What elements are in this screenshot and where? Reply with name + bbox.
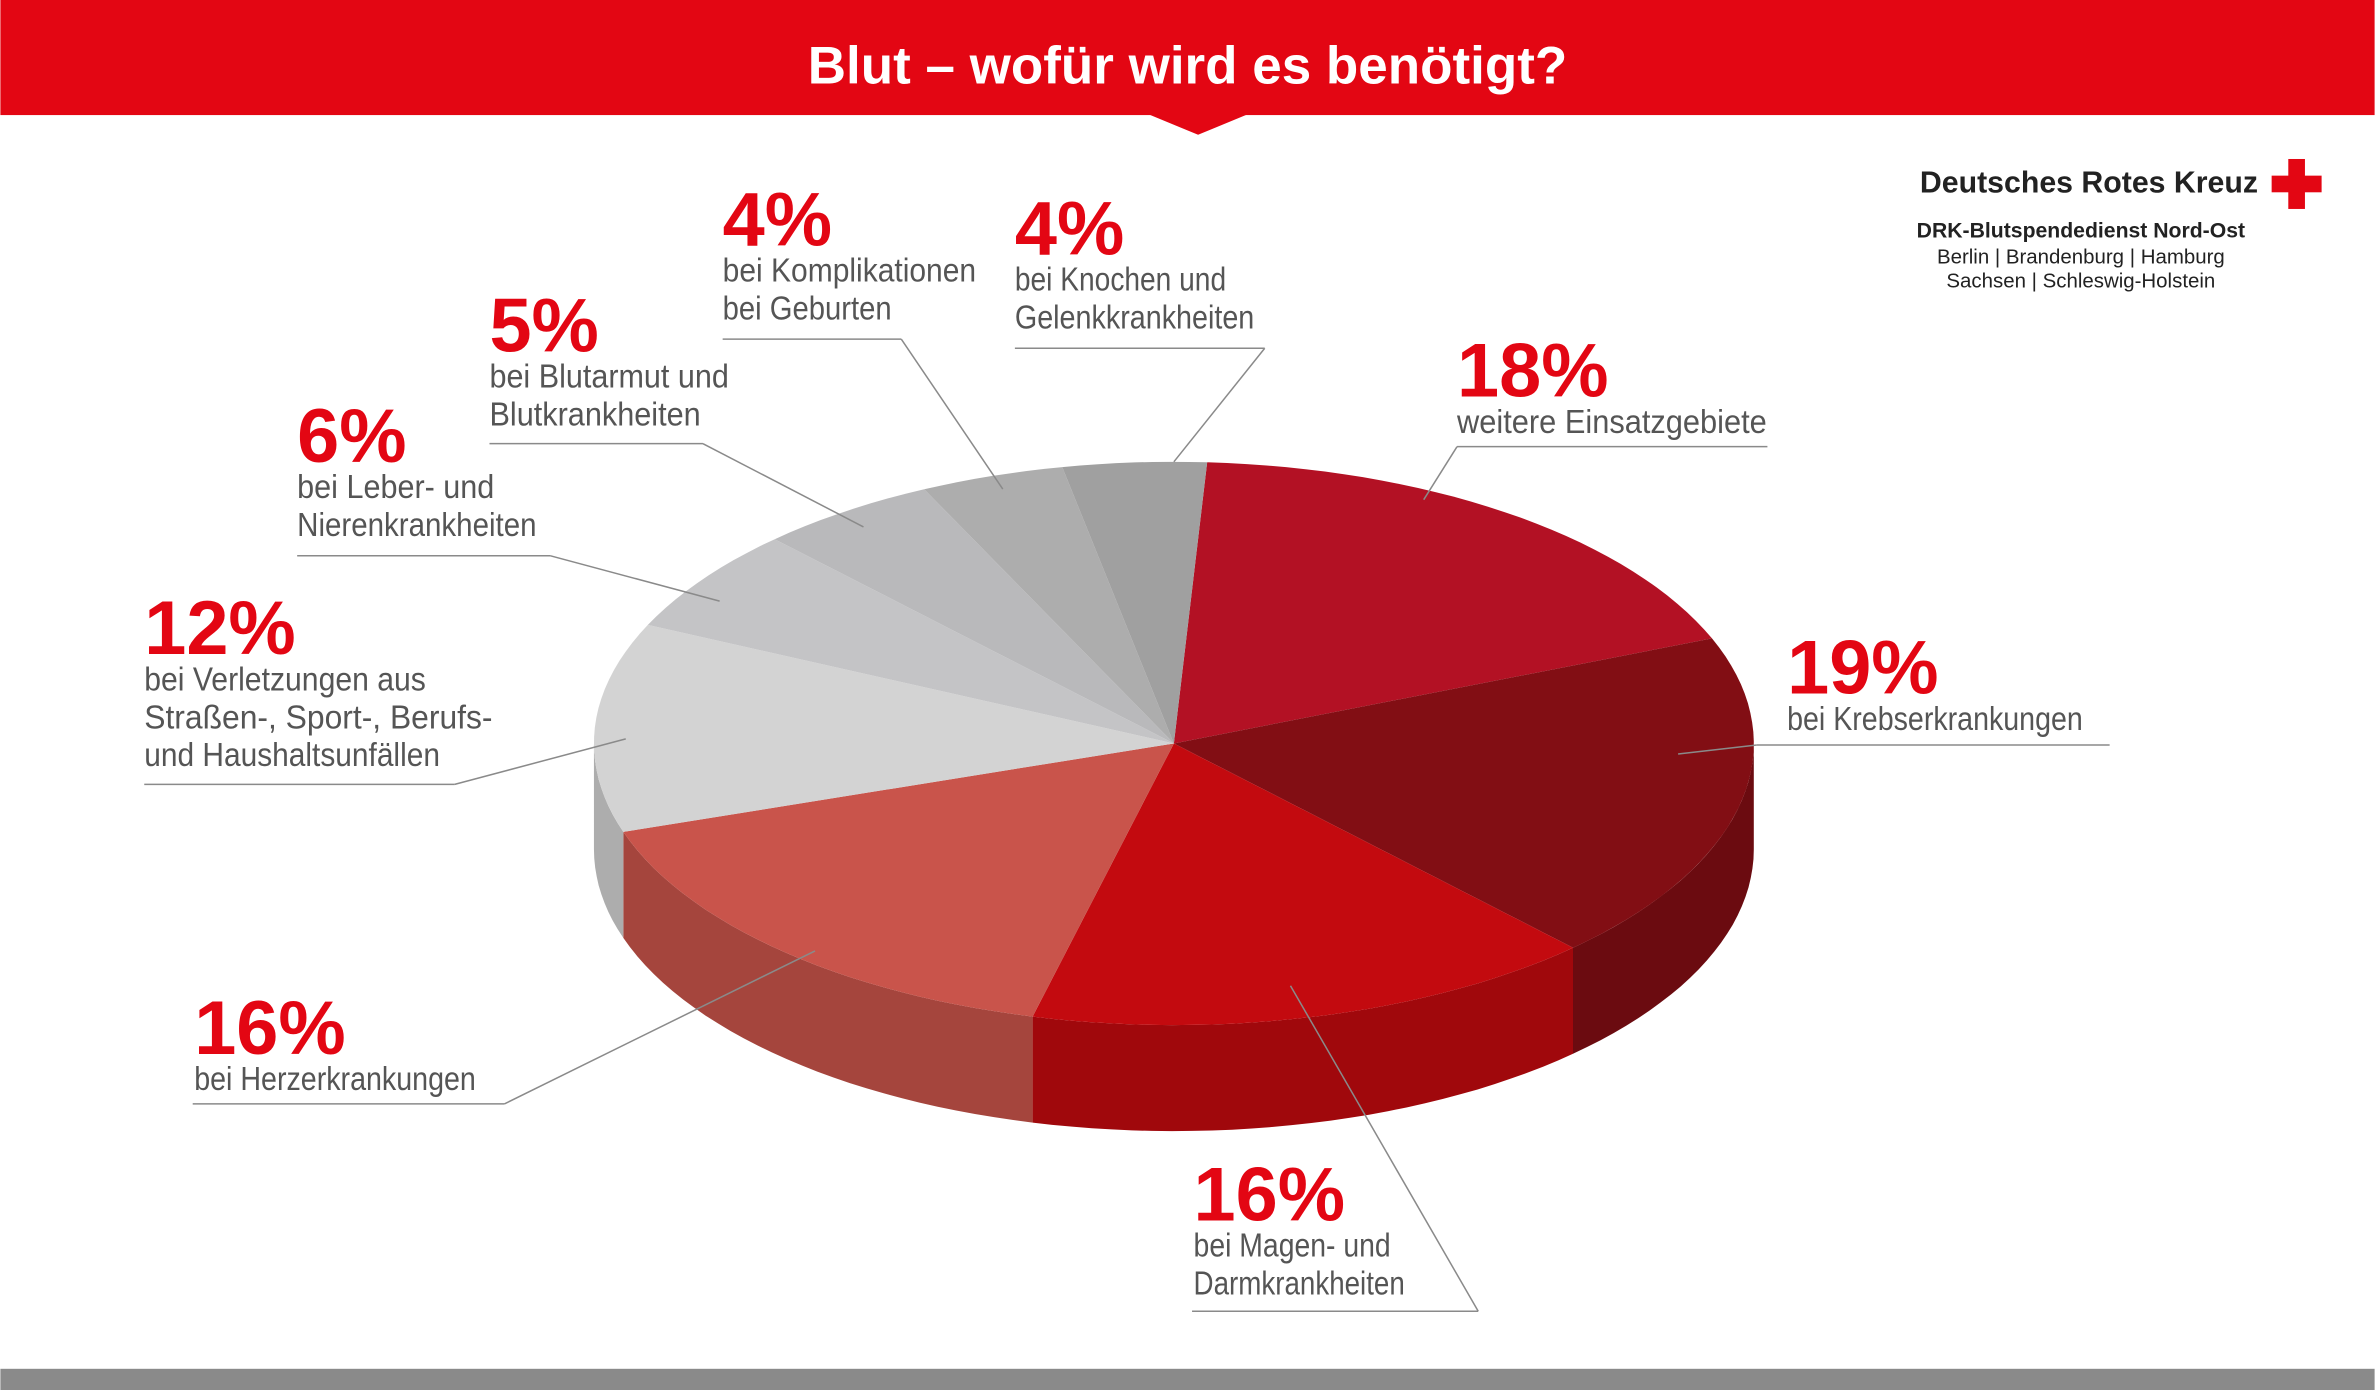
pie-sides bbox=[593, 743, 1754, 1132]
red-cross-icon bbox=[2271, 158, 2322, 209]
percent-label: 4% bbox=[723, 177, 832, 262]
category-label: bei Krebserkrankungen bbox=[1787, 701, 2083, 738]
category-label: Gelenkkrankheiten bbox=[1015, 300, 1254, 337]
category-label: bei Herzerkrankungen bbox=[194, 1061, 476, 1098]
footer-bar bbox=[0, 1368, 2375, 1390]
category-label: und Haushaltsunfällen bbox=[144, 737, 440, 774]
pie-slice-6 bbox=[774, 489, 1174, 744]
category-label: Darmkrankheiten bbox=[1194, 1266, 1405, 1303]
category-label: Blutkrankheiten bbox=[489, 396, 700, 433]
slice-label-3: 16%bei Herzerkrankungen bbox=[192, 950, 816, 1105]
drk-logo: Deutsches Rotes Kreuz DRK-Blutspendedien… bbox=[1917, 158, 2322, 293]
pie-side-2 bbox=[1032, 947, 1574, 1132]
pie-slices bbox=[593, 461, 1754, 1026]
percent-label: 18% bbox=[1457, 329, 1608, 414]
leader-line bbox=[900, 338, 1004, 490]
pie-slice-7 bbox=[924, 467, 1174, 744]
leader-line bbox=[1289, 985, 1479, 1312]
pie-slice-4 bbox=[593, 624, 1174, 832]
pie-side-3 bbox=[623, 831, 1033, 1123]
slice-label-1: 19%bei Krebserkrankungen bbox=[1678, 625, 2110, 755]
logo-service: DRK-Blutspendedienst Nord-Ost bbox=[1917, 220, 2245, 243]
page-title: Blut – wofür wird es benötigt? bbox=[808, 36, 1567, 95]
category-label: bei Komplikationen bbox=[723, 253, 976, 290]
logo-regions-1: Berlin | Brandenburg | Hamburg bbox=[1937, 245, 2225, 268]
slice-label-0: 18%weitere Einsatzgebiete bbox=[1423, 329, 1768, 501]
category-label: bei Magen- und bbox=[1194, 1228, 1391, 1265]
category-label: bei Geburten bbox=[723, 290, 892, 327]
leader-line bbox=[1423, 446, 1458, 501]
header-banner: Blut – wofür wird es benötigt? bbox=[0, 0, 2375, 135]
category-label: bei Blutarmut und bbox=[489, 359, 728, 396]
percent-label: 5% bbox=[489, 283, 598, 368]
percent-label: 19% bbox=[1787, 625, 1939, 710]
leader-line bbox=[504, 950, 816, 1105]
pie-side-1 bbox=[1573, 743, 1754, 1054]
header-background bbox=[0, 0, 2375, 116]
pie-labels: 18%weitere Einsatzgebiete 19%bei Krebserk… bbox=[144, 177, 2110, 1313]
percent-label: 16% bbox=[194, 986, 345, 1071]
pie-slice-0 bbox=[1173, 462, 1713, 744]
category-label: Straßen-, Sport-, Berufs- bbox=[144, 699, 492, 736]
category-label: bei Knochen und bbox=[1015, 262, 1226, 299]
leader-line bbox=[454, 738, 626, 786]
category-label: bei Verletzungen aus bbox=[144, 661, 426, 698]
category-label: Nierenkrankheiten bbox=[297, 507, 536, 544]
category-label: weitere Einsatzgebiete bbox=[1456, 404, 1767, 441]
pie-slice-8 bbox=[1062, 461, 1208, 744]
pie-slice-5 bbox=[647, 539, 1174, 744]
leader-line bbox=[1678, 744, 1757, 755]
pie-side-4 bbox=[593, 743, 624, 938]
percent-label: 6% bbox=[297, 394, 406, 479]
logo-regions-2: Sachsen | Schleswig-Holstein bbox=[1946, 270, 2215, 293]
leader-line bbox=[702, 442, 864, 528]
pie-slice-3 bbox=[623, 743, 1174, 1017]
percent-label: 4% bbox=[1015, 186, 1124, 271]
pie-slice-2 bbox=[1032, 743, 1574, 1026]
leader-line bbox=[1173, 347, 1266, 463]
logo-name: Deutsches Rotes Kreuz bbox=[1920, 166, 2258, 199]
pie-slice-1 bbox=[1173, 638, 1754, 948]
percent-label: 12% bbox=[144, 586, 296, 671]
category-label: bei Leber- und bbox=[297, 469, 494, 506]
percent-label: 16% bbox=[1194, 1152, 1346, 1237]
leader-line bbox=[549, 554, 720, 602]
header-pointer bbox=[1146, 113, 1250, 135]
